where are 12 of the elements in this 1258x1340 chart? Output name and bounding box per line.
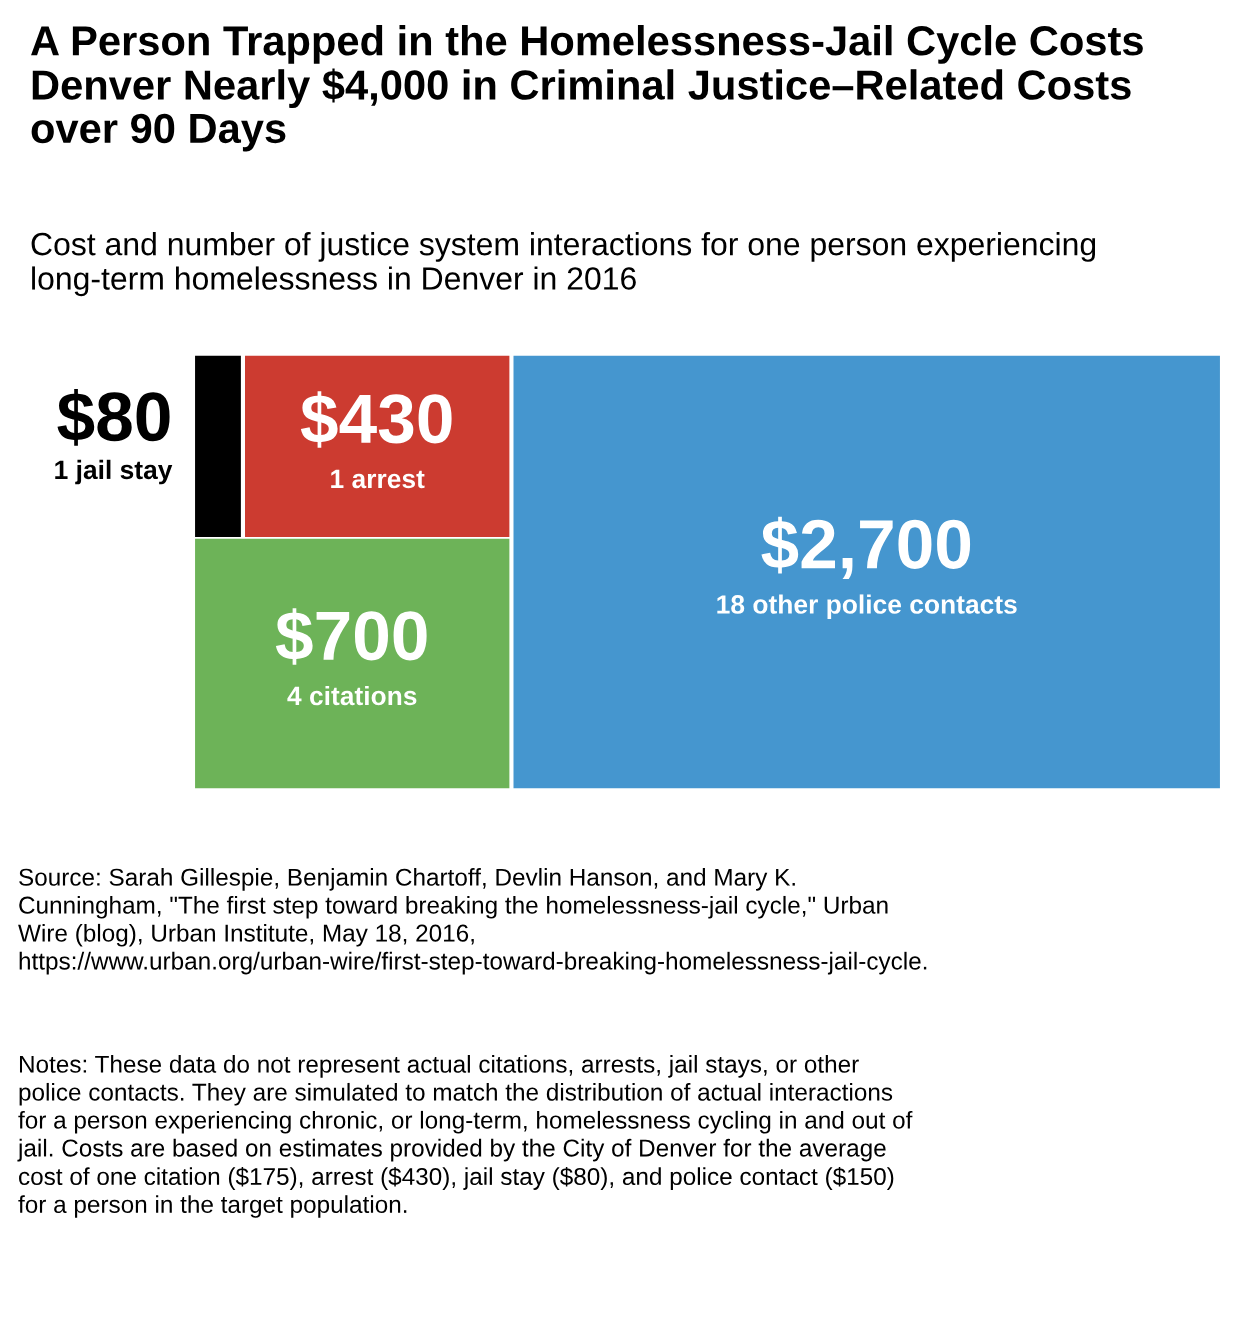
text: A Person Trapped in the Homelessness-Jail Cycle Costs Denver Nearly $4,000 in Criminal Justice–Related Costs over 90 Days: [31, 25, 1143, 152]
data-label: $80: [57, 389, 170, 446]
data-label: $2,700: [761, 516, 971, 580]
data-label: $700: [275, 608, 427, 665]
text: Cost and number of justice system interactions for one person experiencing long-term homelessness in Denver in 2016: [31, 232, 1096, 297]
source-note: Source: Sarah Gillespie, Benjamin Chartoff, Devlin Hanson, and Mary K. Cunningham, "The first step toward breaking the homelessness-jail cycle," Urban Wire (blog), Urban Institute, May 18, 2016, https://www.urban.org/urban-wire/first-step-toward-breaking-homelessness-jail-cycle.: [18, 868, 927, 975]
category-label: 4 citations: [287, 685, 417, 706]
text: Notes: These data do not represent actual citations, arrests, jail stays, or other police contacts. They are simulated to match the distribution of actual interactions for a person experiencing chronic, or long-term, homelessness cycling in and out of jail. Costs are based on estimates provided by the City of Denver for the average cost of one citation ($175), arrest ($430), jail stay ($80), and police contact ($150) for a person in the target population.: [17, 1055, 913, 1218]
data-label: $430: [300, 391, 452, 448]
category-label: 1 jail stay: [55, 459, 173, 485]
category-label: 1 arrest: [331, 469, 425, 489]
category-label: 18 other police contacts: [717, 594, 1017, 620]
